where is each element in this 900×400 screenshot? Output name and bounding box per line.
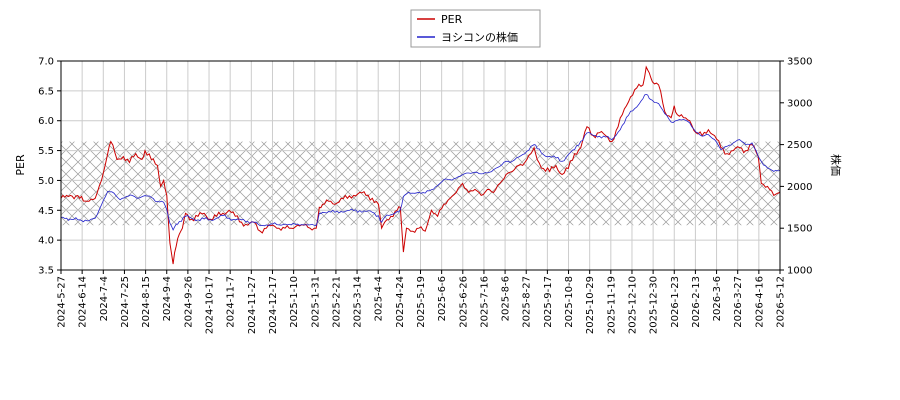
legend-label-price: ヨシコンの株価 — [441, 30, 518, 44]
left-tick-label: 6.5 — [38, 86, 54, 97]
left-tick-label: 3.5 — [38, 266, 54, 277]
x-tick-label: 2025-12-30 — [649, 276, 660, 334]
x-tick-label: 2024-7-4 — [99, 276, 110, 321]
x-tick-label: 2024-7-25 — [120, 276, 131, 328]
x-tick-label: 2025-8-27 — [522, 276, 533, 328]
legend-label-per: PER — [441, 13, 463, 26]
x-tick-label: 2025-3-14 — [353, 276, 364, 328]
right-tick-label: 3000 — [787, 98, 812, 109]
left-tick-label: 6.0 — [38, 116, 54, 127]
right-tick-label: 3500 — [787, 57, 812, 68]
x-tick-label: 2025-2-21 — [331, 276, 342, 328]
left-tick-label: 7.0 — [38, 57, 54, 68]
x-tick-label: 2024-11-7 — [226, 276, 237, 328]
series-lines — [61, 65, 780, 265]
series-line-price — [61, 93, 780, 231]
left-tick-label: 4.0 — [38, 236, 54, 247]
x-tick-label: 2024-9-26 — [183, 276, 194, 328]
x-tick-label: 2024-9-4 — [162, 276, 173, 321]
right-axis-title: 株価 — [829, 154, 843, 176]
x-tick-label: 2025-8-6 — [501, 276, 512, 321]
right-axis-ticks: 1000 1500 2000 2500 3000 3500 — [780, 57, 812, 277]
x-tick-label: 2025-10-29 — [585, 276, 596, 334]
x-tick-label: 2024-10-17 — [205, 276, 216, 334]
left-axis-title: PER — [14, 154, 27, 176]
series-line-per — [61, 65, 780, 265]
x-tick-label: 2025-5-19 — [416, 276, 427, 328]
x-tick-label: 2025-1-10 — [289, 276, 300, 328]
x-tick-label: 2025-4-24 — [395, 276, 406, 328]
x-tick-label: 2026-5-12 — [776, 276, 787, 328]
x-tick-label: 2026-2-13 — [691, 276, 702, 328]
x-tick-label: 2024-5-27 — [57, 276, 68, 328]
x-tick-label: 2025-12-10 — [627, 276, 638, 334]
right-tick-label: 1000 — [787, 266, 812, 277]
x-tick-label: 2025-11-19 — [606, 276, 617, 334]
x-tick-label: 2026-3-6 — [712, 276, 723, 321]
x-tick-label: 2025-1-31 — [310, 276, 321, 328]
left-tick-label: 5.0 — [38, 176, 54, 187]
x-tick-label: 2024-11-27 — [247, 276, 258, 334]
left-tick-label: 4.5 — [38, 206, 54, 217]
x-tick-label: 2025-7-16 — [479, 276, 490, 328]
right-tick-label: 2500 — [787, 140, 812, 151]
x-tick-label: 2026-3-27 — [733, 276, 744, 328]
x-tick-label: 2026-1-23 — [670, 276, 681, 328]
left-axis-ticks: 3.5 4.0 4.5 5.0 5.5 6.0 6.5 7.0 — [38, 57, 61, 277]
x-tick-label: 2025-6-6 — [437, 276, 448, 321]
legend-box — [410, 9, 541, 48]
x-tick-label: 2025-6-26 — [458, 276, 469, 328]
x-tick-label: 2025-10-8 — [564, 276, 575, 328]
right-tick-label: 1500 — [787, 224, 812, 235]
x-axis-ticks: 2024-5-27 2024-6-14 2024-7-4 2024-7-25 2024-… — [57, 270, 787, 334]
legend: PER ヨシコンの株価 — [410, 9, 541, 48]
x-tick-label: 2025-4-4 — [374, 276, 385, 321]
x-tick-label: 2024-6-14 — [78, 276, 89, 328]
right-tick-label: 2000 — [787, 182, 812, 193]
x-tick-label: 2024-12-17 — [268, 276, 279, 334]
x-tick-label: 2024-8-15 — [141, 276, 152, 328]
x-tick-label: 2026-4-16 — [754, 276, 765, 328]
x-tick-label: 2025-9-17 — [543, 276, 554, 328]
left-tick-label: 5.5 — [38, 146, 54, 157]
